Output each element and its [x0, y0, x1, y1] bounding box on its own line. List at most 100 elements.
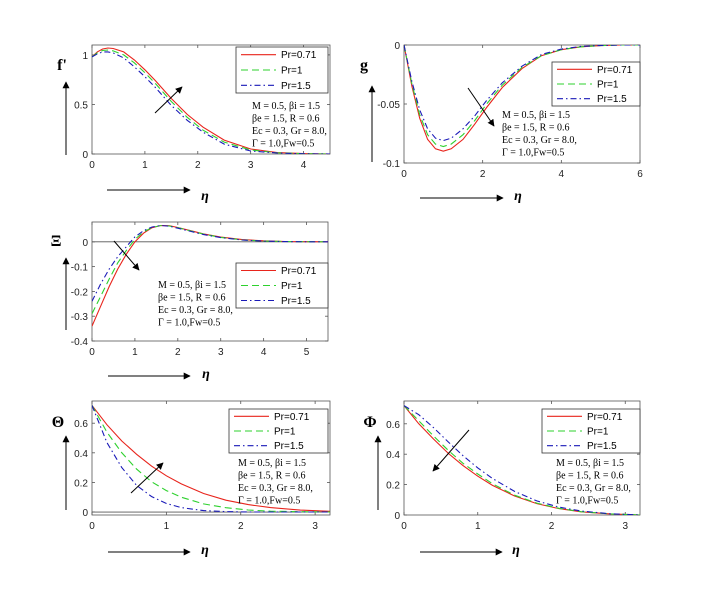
legend-label: Pr=1.5 [274, 441, 304, 452]
parameter-annotation: Γ = 1.0,Fw=0.5 [556, 496, 618, 507]
x-tick-label: 1 [142, 160, 148, 171]
legend: Pr=0.71 Pr=1 Pr=1.5 [551, 61, 641, 107]
series-line-2 [92, 224, 328, 314]
parameter-annotation: Ec = 0.3, Gr = 8.0, [158, 305, 233, 316]
x-tick-label: 3 [218, 347, 224, 358]
y-tick-label: -0.2 [71, 287, 89, 298]
panel-4: 0 1 2 3 0 0.2 0.4 0.6 Pr=0.71 Pr=1 Pr=1.5 M = 0.5, … [52, 400, 331, 558]
x-tick-label: 0 [89, 521, 95, 532]
y-tick-label: -0.1 [71, 263, 89, 274]
parameter-annotation: βe = 1.5, R = 0.6 [252, 114, 319, 125]
x-tick-label: 0 [89, 160, 95, 171]
parameter-annotation: Ec = 0.3, Gr = 8.0, [238, 483, 313, 494]
trend-arrow-icon [432, 429, 470, 472]
legend-label: Pr=1 [281, 281, 303, 292]
legend-label: Pr=1.5 [587, 441, 617, 452]
x-axis-label: η [201, 189, 209, 204]
legend-label: Pr=0.71 [274, 412, 310, 423]
x-tick-label: 3 [312, 521, 318, 532]
parameter-annotation: Ec = 0.3, Gr = 8.0, [556, 483, 631, 494]
x-tick-label: 3 [248, 160, 254, 171]
x-axis-label: η [201, 543, 209, 558]
y-tick-label: 0.6 [386, 420, 400, 431]
y-axis-label: Φ [363, 414, 376, 431]
x-tick-label: 1 [132, 347, 138, 358]
y-tick-label: -0.3 [71, 312, 89, 323]
parameter-annotation: βe = 1.5, R = 0.6 [238, 471, 305, 482]
y-tick-label: 0 [82, 508, 88, 519]
legend-label: Pr=1 [281, 66, 303, 77]
legend: Pr=0.71 Pr=1 Pr=1.5 [235, 46, 329, 94]
panel-3: 0 1 2 3 4 5 -0.4 -0.3 -0.2 -0.1 0 Pr=0.71 Pr=1 Pr=1.5… [51, 221, 329, 382]
y-tick-label: -0.1 [383, 159, 401, 170]
parameter-annotation: Γ = 1.0,Fw=0.5 [158, 318, 220, 329]
parameter-annotation: βe = 1.5, R = 0.6 [158, 293, 225, 304]
series-line-2 [404, 405, 640, 515]
x-tick-label: 4 [301, 160, 307, 171]
trend-arrow-icon [130, 462, 164, 494]
x-tick-label: 2 [238, 521, 244, 532]
x-tick-label: 5 [304, 347, 310, 358]
legend-label: Pr=1.5 [281, 296, 311, 307]
y-axis-label: f' [57, 57, 67, 74]
legend: Pr=0.71 Pr=1 Pr=1.5 [228, 408, 329, 454]
x-tick-label: 0 [401, 169, 407, 180]
series-line-2 [92, 49, 330, 154]
legend-label: Pr=0.71 [281, 50, 317, 61]
x-tick-label: 4 [559, 169, 565, 180]
x-tick-label: 4 [261, 347, 267, 358]
x-tick-label: 2 [195, 160, 201, 171]
parameter-annotation: βe = 1.5, R = 0.6 [556, 471, 623, 482]
series-line-2 [92, 405, 330, 513]
parameter-annotation: Ec = 0.3, Gr = 8.0, [502, 135, 577, 146]
y-tick-label: 0 [394, 511, 400, 522]
legend-label: Pr=0.71 [597, 65, 633, 76]
x-tick-label: 6 [637, 169, 643, 180]
parameter-annotation: M = 0.5, βi = 1.5 [556, 458, 624, 469]
legend-label: Pr=0.71 [587, 412, 623, 423]
series-line-1 [92, 405, 330, 512]
x-axis-label: η [202, 367, 210, 382]
y-tick-label: 0 [394, 41, 400, 52]
y-axis-label: g [360, 57, 368, 74]
y-tick-label: 1 [82, 51, 88, 62]
parameter-annotation: M = 0.5, βi = 1.5 [502, 110, 570, 121]
parameter-annotation: Γ = 1.0,Fw=0.5 [502, 148, 564, 159]
x-tick-label: 0 [89, 347, 95, 358]
trend-arrow-icon [154, 86, 183, 114]
y-axis-label: Ξ [51, 233, 62, 250]
series-line-3 [404, 405, 640, 515]
y-tick-label: -0.05 [377, 100, 400, 111]
parameter-annotation: Γ = 1.0,Fw=0.5 [252, 139, 314, 150]
legend-label: Pr=1 [274, 427, 296, 438]
trend-arrow-icon [467, 87, 495, 127]
parameter-annotation: βe = 1.5, R = 0.6 [502, 123, 569, 134]
x-tick-label: 2 [480, 169, 486, 180]
y-axis-label: Θ [52, 414, 64, 431]
series-line-2 [404, 45, 640, 148]
x-tick-label: 0 [401, 521, 407, 532]
parameter-annotation: M = 0.5, βi = 1.5 [252, 101, 320, 112]
parameter-annotation: M = 0.5, βi = 1.5 [158, 280, 226, 291]
parameter-annotation: Ec = 0.3, Gr = 8.0, [252, 126, 327, 137]
x-tick-label: 3 [622, 521, 628, 532]
x-tick-label: 2 [175, 347, 181, 358]
legend-label: Pr=0.71 [281, 266, 317, 277]
trend-arrow-icon [113, 240, 140, 271]
legend: Pr=0.71 Pr=1 Pr=1.5 [235, 262, 329, 309]
y-tick-label: 0.2 [74, 478, 88, 489]
y-tick-label: -0.4 [71, 337, 89, 348]
x-axis-label: η [514, 189, 522, 204]
legend-label: Pr=1 [597, 80, 619, 91]
y-tick-label: 0.4 [74, 449, 88, 460]
x-tick-label: 2 [549, 521, 555, 532]
y-tick-label: 0.2 [386, 481, 400, 492]
legend-label: Pr=1.5 [597, 94, 627, 105]
legend: Pr=0.71 Pr=1 Pr=1.5 [541, 408, 641, 454]
panel-5: 0 1 2 3 0 0.2 0.4 0.6 Pr=0.71 Pr=1 Pr=1.5 M = 0.5, … [363, 400, 641, 558]
y-tick-label: 0.6 [74, 419, 88, 430]
y-tick-label: 0.4 [386, 450, 400, 461]
y-tick-label: 0.5 [74, 100, 88, 111]
panel-2: 0 2 4 6 -0.1 -0.05 0 Pr=0.71 Pr=1 Pr=1.5 M = 0.5, … [360, 41, 643, 204]
